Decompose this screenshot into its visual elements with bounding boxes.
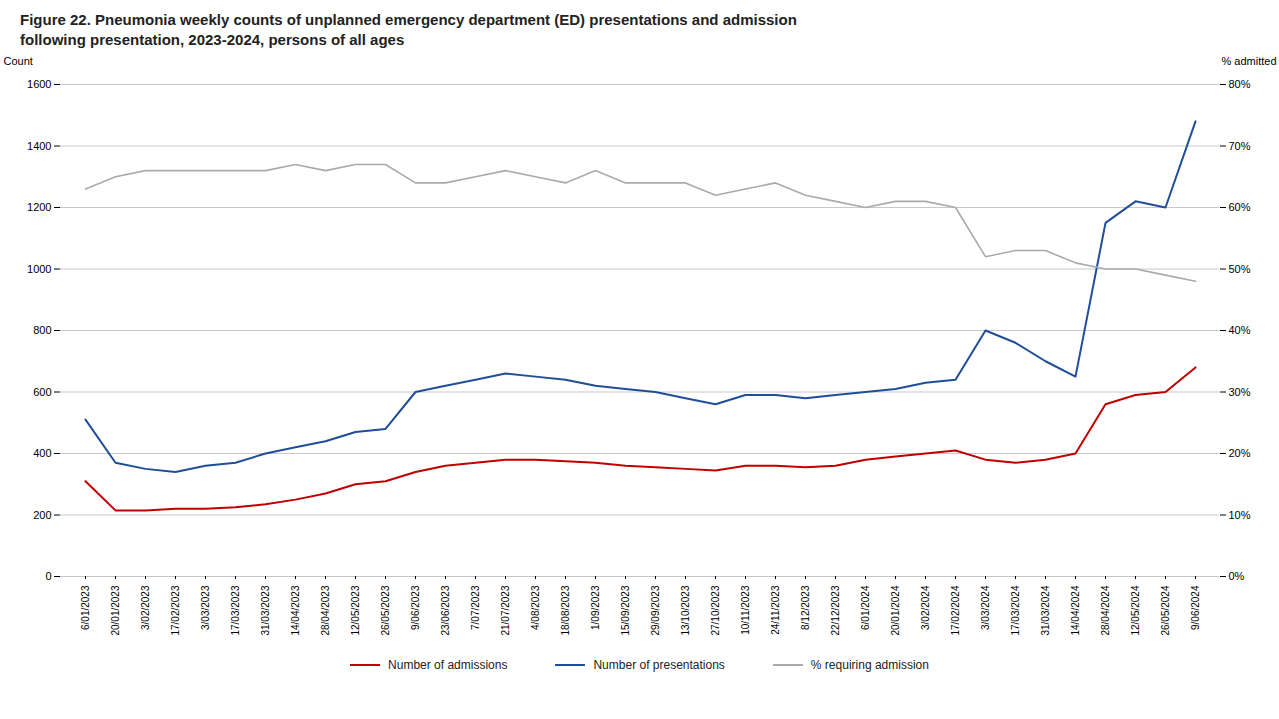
svg-text:3/02/2023: 3/02/2023 [140, 585, 151, 630]
svg-text:1/09/2023: 1/09/2023 [590, 585, 601, 630]
svg-text:9/06/2024: 9/06/2024 [1190, 585, 1201, 630]
svg-text:Count: Count [4, 55, 33, 67]
svg-text:28/04/2023: 28/04/2023 [320, 585, 331, 635]
svg-text:23/06/2023: 23/06/2023 [440, 585, 451, 635]
svg-text:22/12/2023: 22/12/2023 [830, 585, 841, 635]
svg-text:14/04/2024: 14/04/2024 [1070, 585, 1081, 635]
svg-text:27/10/2023: 27/10/2023 [710, 585, 721, 635]
svg-text:3/03/2023: 3/03/2023 [200, 585, 211, 630]
html-text:% requiring admission: % requiring admission [810, 658, 929, 672]
svg-text:1000: 1000 [27, 263, 51, 275]
svg-text:12/05/2024: 12/05/2024 [1130, 585, 1141, 635]
svg-text:6/01/2023: 6/01/2023 [80, 585, 91, 630]
svg-text:20%: 20% [1229, 447, 1251, 459]
svg-text:800: 800 [33, 324, 51, 336]
svg-text:15/09/2023: 15/09/2023 [620, 585, 631, 635]
svg-text:20/01/2024: 20/01/2024 [890, 585, 901, 635]
html-text:Figure 22. Pneumonia weekly co: Figure 22. Pneumonia weekly counts of un… [20, 11, 797, 28]
svg-text:600: 600 [33, 386, 51, 398]
svg-text:6/01/2024: 6/01/2024 [860, 585, 871, 630]
svg-text:28/04/2024: 28/04/2024 [1100, 585, 1111, 635]
svg-text:24/11/2023: 24/11/2023 [770, 585, 781, 635]
svg-text:9/06/2023: 9/06/2023 [410, 585, 421, 630]
svg-text:4/08/2023: 4/08/2023 [530, 585, 541, 630]
svg-text:17/03/2024: 17/03/2024 [1010, 585, 1021, 635]
svg-text:1200: 1200 [27, 201, 51, 213]
svg-text:70%: 70% [1229, 140, 1251, 152]
svg-text:10/11/2023: 10/11/2023 [740, 585, 751, 635]
svg-text:200: 200 [33, 509, 51, 521]
svg-text:40%: 40% [1229, 324, 1251, 336]
svg-text:17/02/2023: 17/02/2023 [170, 585, 181, 635]
svg-text:29/09/2023: 29/09/2023 [650, 585, 661, 635]
svg-text:3/02/2024: 3/02/2024 [920, 585, 931, 630]
svg-text:3/03/2024: 3/03/2024 [980, 585, 991, 630]
svg-text:80%: 80% [1229, 78, 1251, 90]
svg-text:400: 400 [33, 447, 51, 459]
svg-text:7/07/2023: 7/07/2023 [470, 585, 481, 630]
svg-text:1400: 1400 [27, 140, 51, 152]
svg-text:17/02/2024: 17/02/2024 [950, 585, 961, 635]
svg-text:31/03/2024: 31/03/2024 [1040, 585, 1051, 635]
svg-text:20/01/2023: 20/01/2023 [110, 585, 121, 635]
html-text:Number of admissions: Number of admissions [388, 658, 508, 672]
svg-text:8/12/2023: 8/12/2023 [800, 585, 811, 630]
svg-text:18/08/2023: 18/08/2023 [560, 585, 571, 635]
svg-text:% admitted: % admitted [1221, 55, 1276, 67]
svg-text:26/05/2023: 26/05/2023 [380, 585, 391, 635]
svg-text:0%: 0% [1229, 570, 1245, 582]
svg-text:30%: 30% [1229, 386, 1251, 398]
svg-text:21/07/2023: 21/07/2023 [500, 585, 511, 635]
svg-text:17/03/2023: 17/03/2023 [230, 585, 241, 635]
html-text:Number of presentations: Number of presentations [593, 658, 725, 672]
svg-text:13/10/2023: 13/10/2023 [680, 585, 691, 635]
svg-text:12/05/2023: 12/05/2023 [350, 585, 361, 635]
svg-text:31/03/2023: 31/03/2023 [260, 585, 271, 635]
svg-text:10%: 10% [1229, 509, 1251, 521]
svg-text:14/04/2023: 14/04/2023 [290, 585, 301, 635]
svg-text:26/05/2024: 26/05/2024 [1160, 585, 1171, 635]
svg-text:1600: 1600 [27, 78, 51, 90]
svg-text:60%: 60% [1229, 201, 1251, 213]
svg-text:50%: 50% [1229, 263, 1251, 275]
svg-text:0: 0 [45, 570, 51, 582]
html-text:following presentation, 2023-2: following presentation, 2023-2024, perso… [20, 31, 405, 48]
